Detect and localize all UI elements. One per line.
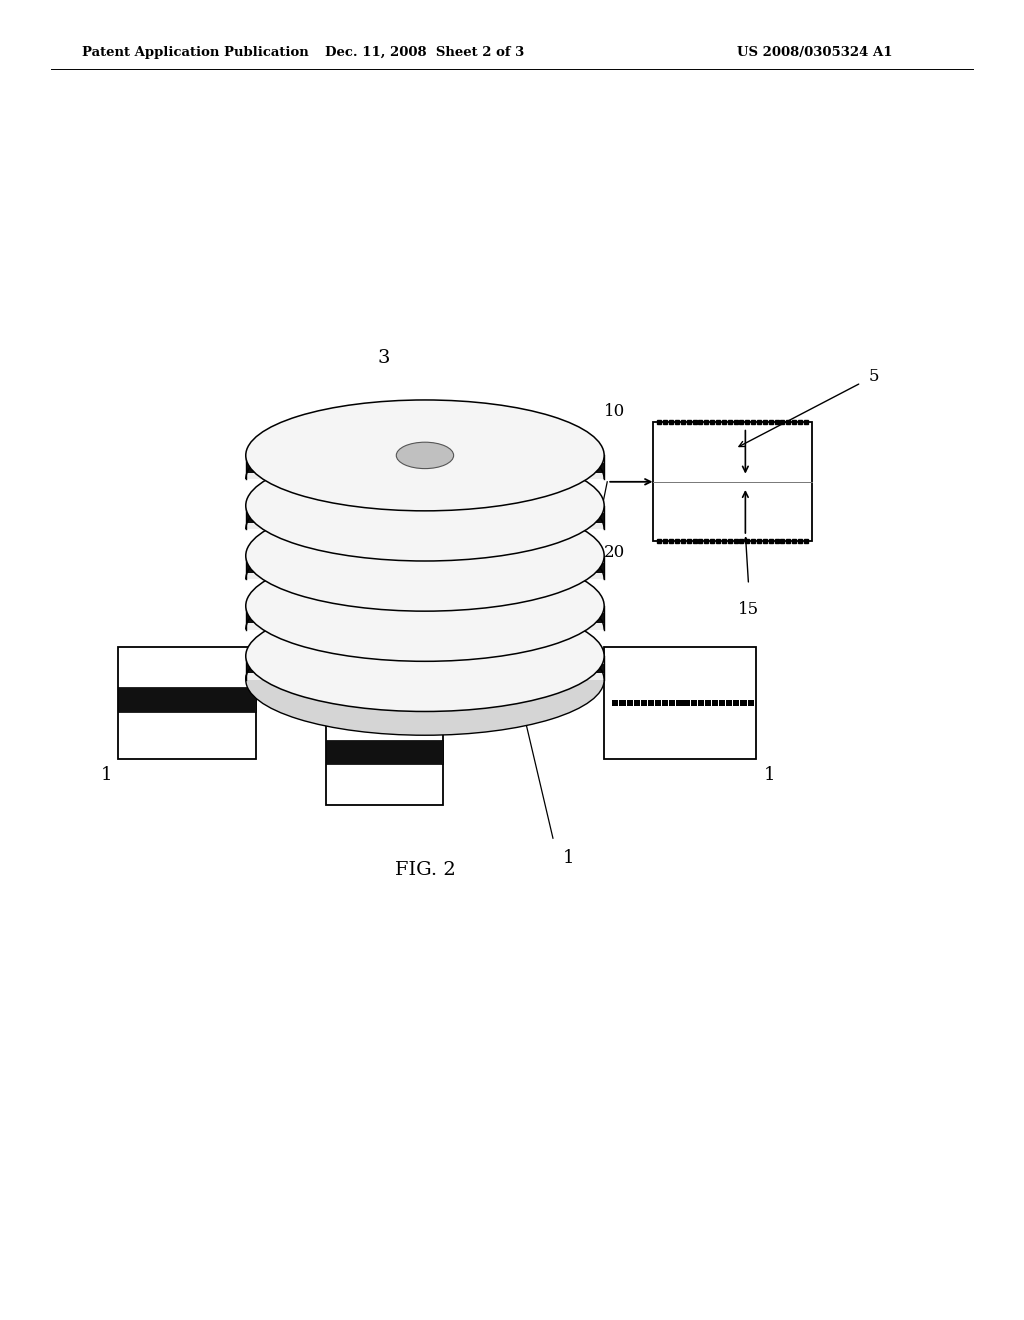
Bar [118,688,256,711]
Bar [748,700,754,706]
Bar [705,700,711,706]
Text: Dec. 11, 2008  Sheet 2 of 3: Dec. 11, 2008 Sheet 2 of 3 [326,46,524,59]
Bar [627,700,633,706]
Text: 10: 10 [604,403,625,420]
Bar [663,700,669,706]
Text: 1: 1 [101,766,113,784]
Text: 20: 20 [604,544,625,561]
Bar [740,700,746,706]
Text: 15: 15 [738,601,759,618]
Bar [246,564,604,573]
Bar [719,700,725,706]
Bar [604,647,756,759]
Bar [246,455,604,479]
Text: 2: 2 [573,474,584,490]
Bar [246,506,604,529]
Text: 3: 3 [378,348,390,367]
Bar [690,700,696,706]
Bar [118,647,256,759]
Bar [670,700,676,706]
Ellipse shape [246,624,604,735]
Bar [634,700,640,706]
Bar [326,741,443,764]
Bar [683,700,689,706]
Ellipse shape [246,601,604,711]
Text: FIG. 2: FIG. 2 [394,861,456,879]
Bar [726,700,732,706]
Text: Patent Application Publication: Patent Application Publication [82,46,308,59]
Bar [648,700,654,706]
Text: US 2008/0305324 A1: US 2008/0305324 A1 [737,46,893,59]
Ellipse shape [246,400,604,511]
Ellipse shape [246,450,604,561]
Bar [620,700,626,706]
Text: 1: 1 [563,849,574,867]
Bar [733,700,739,706]
Bar [326,697,443,805]
Bar [246,664,604,673]
Bar [246,606,604,630]
Text: 1: 1 [764,766,775,784]
Bar [246,556,604,579]
Bar [712,700,718,706]
Ellipse shape [246,500,604,611]
Bar [612,700,618,706]
Bar [246,513,604,523]
Bar [653,422,812,541]
Bar [697,700,703,706]
Text: 5: 5 [868,368,879,384]
Bar [655,700,662,706]
Bar [641,700,647,706]
Bar [246,614,604,623]
Bar [677,700,683,706]
Bar [246,656,604,680]
Ellipse shape [246,550,604,661]
Ellipse shape [396,442,454,469]
Bar [246,463,604,473]
